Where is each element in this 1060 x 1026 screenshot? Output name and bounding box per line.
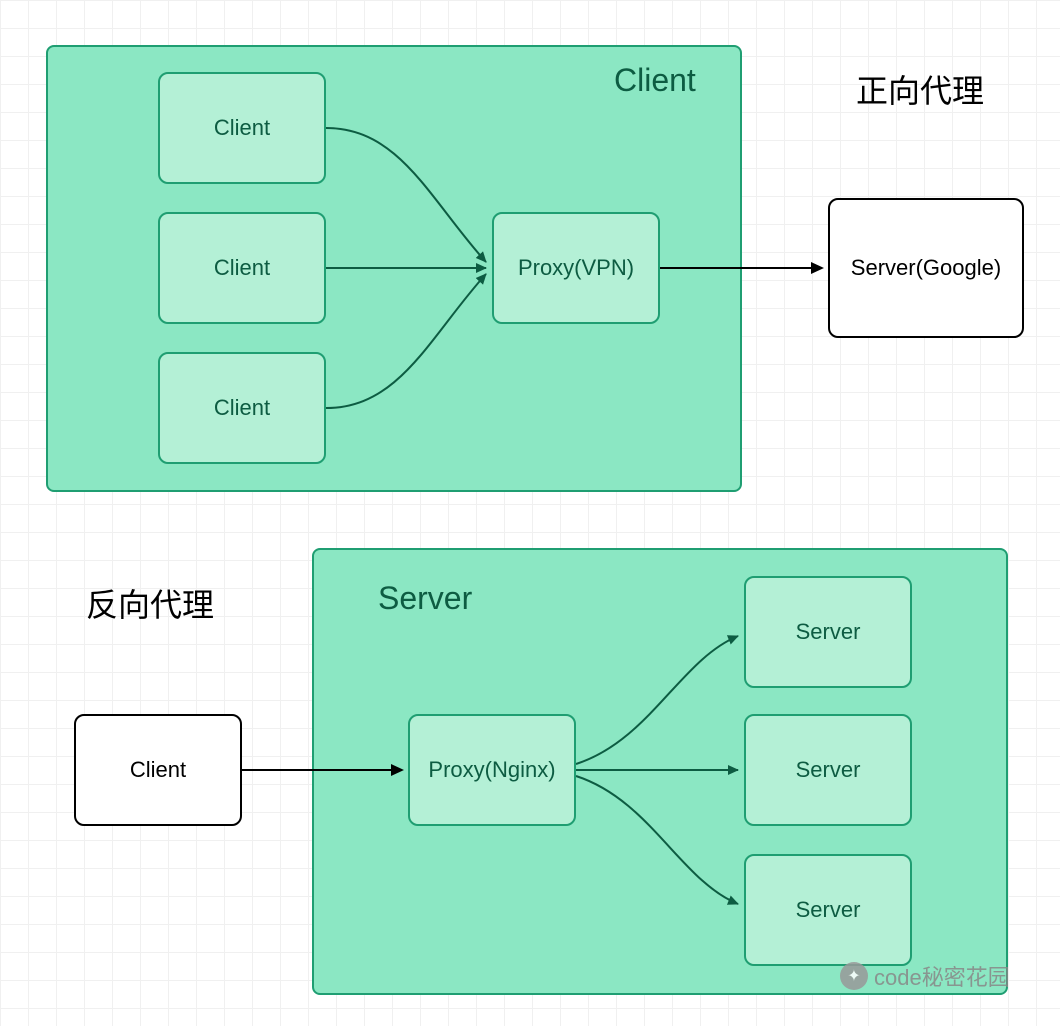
reverse-client-label: Client <box>130 757 186 783</box>
forward-proxy-node: Proxy(VPN) <box>492 212 660 324</box>
reverse-server-1-label: Server <box>796 619 861 645</box>
forward-client-3-label: Client <box>214 395 270 421</box>
forward-server-node: Server(Google) <box>828 198 1024 338</box>
forward-server-label: Server(Google) <box>851 255 1001 281</box>
watermark-text: code秘密花园 <box>874 960 1010 992</box>
forward-proxy-label: Proxy(VPN) <box>518 255 634 281</box>
forward-proxy-container-label: Client <box>614 62 696 99</box>
reverse-proxy-label: Proxy(Nginx) <box>428 757 555 783</box>
forward-client-2: Client <box>158 212 326 324</box>
reverse-proxy-title: 反向代理 <box>86 580 214 626</box>
reverse-proxy-node: Proxy(Nginx) <box>408 714 576 826</box>
reverse-server-3: Server <box>744 854 912 966</box>
reverse-server-2-label: Server <box>796 757 861 783</box>
wechat-icon: ✦ <box>840 962 868 990</box>
reverse-server-2: Server <box>744 714 912 826</box>
forward-client-1: Client <box>158 72 326 184</box>
forward-client-3: Client <box>158 352 326 464</box>
reverse-server-3-label: Server <box>796 897 861 923</box>
reverse-client-node: Client <box>74 714 242 826</box>
forward-client-2-label: Client <box>214 255 270 281</box>
forward-client-1-label: Client <box>214 115 270 141</box>
reverse-server-1: Server <box>744 576 912 688</box>
watermark: ✦ code秘密花园 <box>840 960 1010 992</box>
reverse-proxy-container-label: Server <box>378 580 472 617</box>
forward-proxy-title: 正向代理 <box>856 66 984 112</box>
